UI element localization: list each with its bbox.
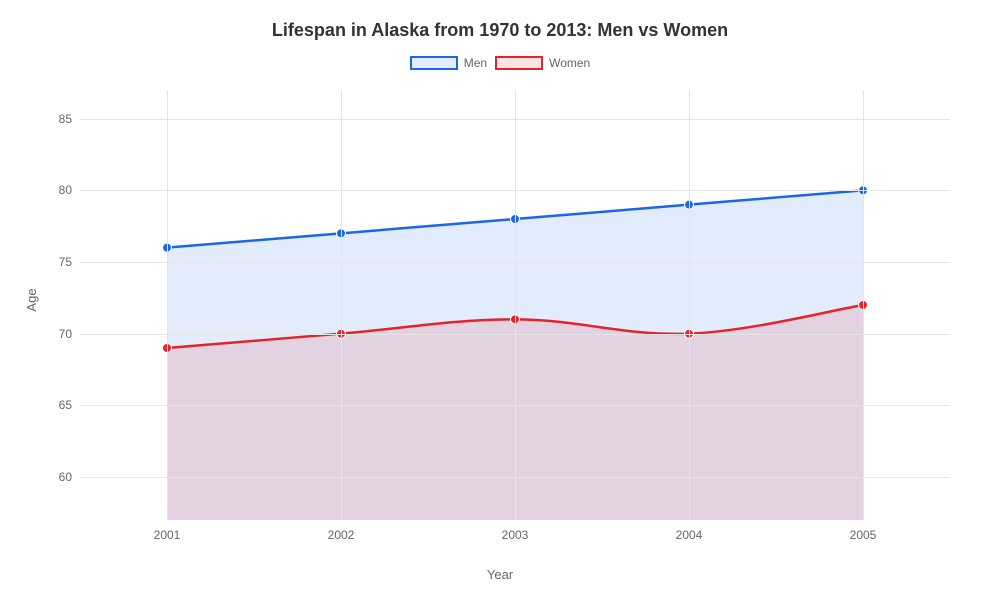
- y-tick-label: 65: [59, 398, 72, 412]
- y-tick-label: 80: [59, 183, 72, 197]
- legend-label-men: Men: [464, 56, 487, 70]
- grid-line-vertical: [863, 90, 864, 520]
- legend-label-women: Women: [549, 56, 590, 70]
- y-tick-label: 75: [59, 255, 72, 269]
- y-tick-label: 60: [59, 470, 72, 484]
- legend-swatch-women: [495, 56, 543, 70]
- chart-container: Lifespan in Alaska from 1970 to 2013: Me…: [0, 0, 1000, 600]
- legend-item-women[interactable]: Women: [495, 56, 590, 70]
- grid-line-vertical: [515, 90, 516, 520]
- x-tick-label: 2001: [154, 528, 181, 542]
- chart-title: Lifespan in Alaska from 1970 to 2013: Me…: [0, 20, 1000, 41]
- grid-line-vertical: [341, 90, 342, 520]
- x-axis-label: Year: [0, 567, 1000, 582]
- y-tick-label: 70: [59, 327, 72, 341]
- x-tick-label: 2004: [676, 528, 703, 542]
- y-axis-label: Age: [24, 288, 39, 311]
- x-tick-label: 2002: [328, 528, 355, 542]
- grid-line-vertical: [689, 90, 690, 520]
- x-tick-label: 2003: [502, 528, 529, 542]
- grid-line-vertical: [167, 90, 168, 520]
- legend-swatch-men: [410, 56, 458, 70]
- y-tick-label: 85: [59, 112, 72, 126]
- legend-item-men[interactable]: Men: [410, 56, 487, 70]
- x-tick-label: 2005: [850, 528, 877, 542]
- legend: Men Women: [0, 56, 1000, 70]
- plot-area: 60657075808520012002200320042005: [80, 90, 950, 520]
